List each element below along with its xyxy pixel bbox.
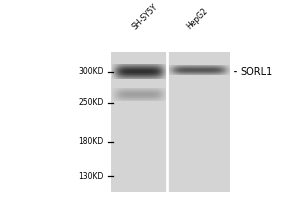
Text: 130KD: 130KD [79, 172, 104, 181]
Text: 180KD: 180KD [79, 137, 104, 146]
Text: HepG2: HepG2 [185, 6, 210, 31]
FancyBboxPatch shape [111, 52, 230, 192]
Text: 300KD: 300KD [78, 67, 104, 76]
Text: SH-SY5Y: SH-SY5Y [130, 2, 159, 31]
Text: 250KD: 250KD [79, 98, 104, 107]
Text: SORL1: SORL1 [241, 67, 273, 77]
